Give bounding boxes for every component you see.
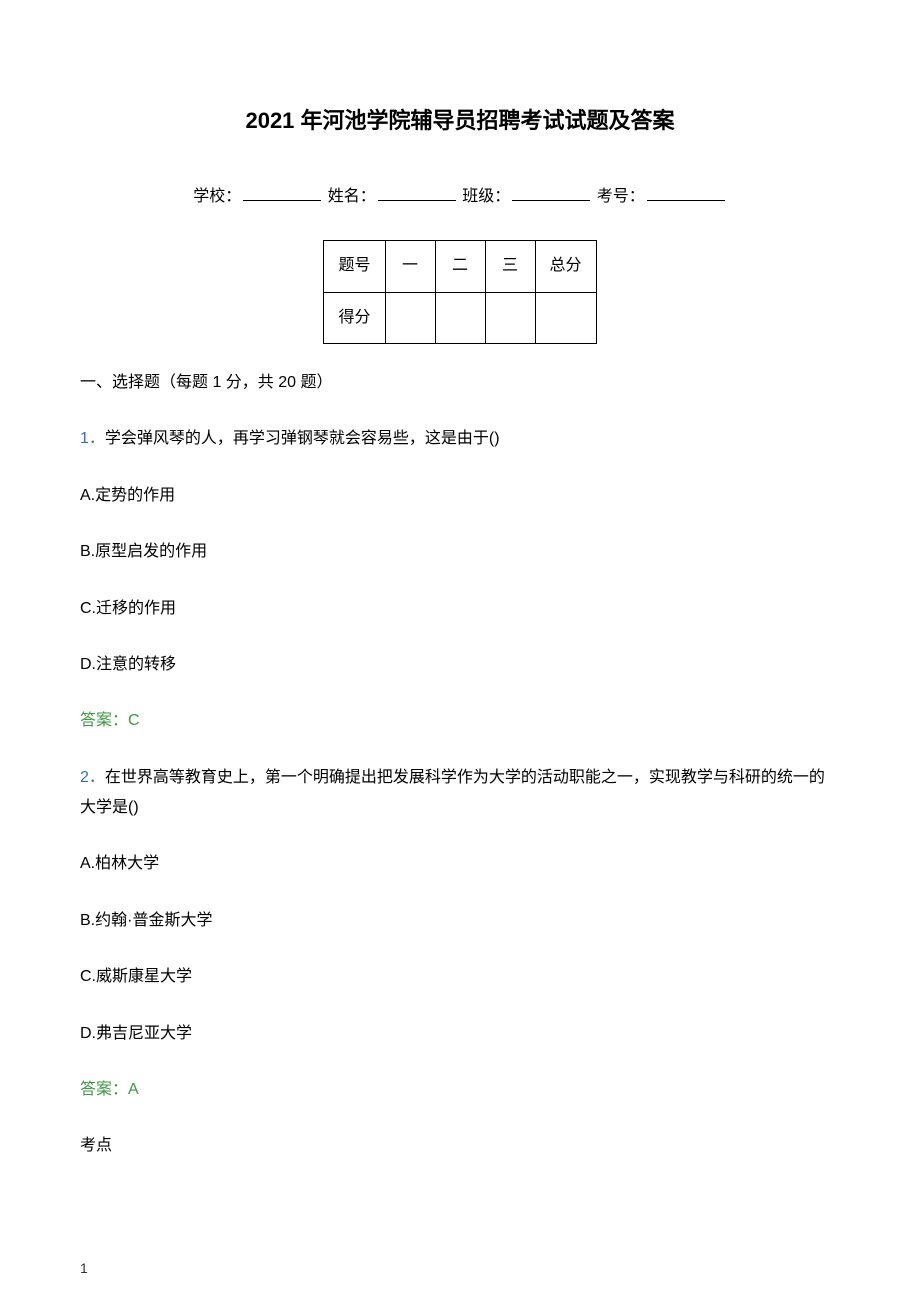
q1-stem: 1．学会弹风琴的人，再学习弹钢琴就会容易些，这是由于() xyxy=(80,424,840,454)
class-blank xyxy=(512,185,590,201)
q1-answer-label: 答案： xyxy=(80,712,128,729)
th-item-no: 题号 xyxy=(324,241,385,292)
q2-opt-b: B.约翰·普金斯大学 xyxy=(80,906,840,936)
q1-opt-c: C.迁移的作用 xyxy=(80,594,840,624)
q2-opt-c: C.威斯康星大学 xyxy=(80,962,840,992)
th-total: 总分 xyxy=(535,241,596,292)
q1-answer: 答案：C xyxy=(80,706,840,736)
q2-number: 2． xyxy=(80,769,105,786)
page-number: 1 xyxy=(80,1260,88,1276)
school-blank xyxy=(243,185,321,201)
q2-opt-a: A.柏林大学 xyxy=(80,849,840,879)
th-part2: 二 xyxy=(435,241,485,292)
th-part1: 一 xyxy=(385,241,435,292)
school-label: 学校： xyxy=(193,188,241,205)
q2-text: 在世界高等教育史上，第一个明确提出把发展科学作为大学的活动职能之一，实现教学与科… xyxy=(80,769,825,816)
score-table: 题号 一 二 三 总分 得分 xyxy=(323,240,596,344)
q1-text: 学会弹风琴的人，再学习弹钢琴就会容易些，这是由于() xyxy=(105,430,500,447)
q1-opt-b: B.原型启发的作用 xyxy=(80,537,840,567)
name-blank xyxy=(378,185,456,201)
td-score-3 xyxy=(485,292,535,343)
table-row: 题号 一 二 三 总分 xyxy=(324,241,596,292)
q2-answer: 答案：A xyxy=(80,1075,840,1105)
q1-opt-a: A.定势的作用 xyxy=(80,481,840,511)
td-score-label: 得分 xyxy=(324,292,385,343)
examno-blank xyxy=(647,185,725,201)
q1-opt-d: D.注意的转移 xyxy=(80,650,840,680)
q2-stem: 2．在世界高等教育史上，第一个明确提出把发展科学作为大学的活动职能之一，实现教学… xyxy=(80,763,840,824)
q2-answer-value: A xyxy=(128,1081,139,1098)
td-score-1 xyxy=(385,292,435,343)
page-title: 2021 年河池学院辅导员招聘考试试题及答案 xyxy=(80,100,840,142)
td-score-total xyxy=(535,292,596,343)
q1-number: 1． xyxy=(80,430,105,447)
q2-opt-d: D.弗吉尼亚大学 xyxy=(80,1019,840,1049)
exam-page: 2021 年河池学院辅导员招聘考试试题及答案 学校： 姓名： 班级： 考号： 题… xyxy=(0,0,920,1228)
class-label: 班级： xyxy=(462,188,510,205)
section-1-heading: 一、选择题（每题 1 分，共 20 题） xyxy=(80,368,840,398)
q1-answer-value: C xyxy=(128,712,140,729)
examno-label: 考号： xyxy=(597,188,645,205)
name-label: 姓名： xyxy=(328,188,376,205)
student-info-line: 学校： 姓名： 班级： 考号： xyxy=(80,182,840,212)
q2-answer-label: 答案： xyxy=(80,1081,128,1098)
th-part3: 三 xyxy=(485,241,535,292)
table-row: 得分 xyxy=(324,292,596,343)
td-score-2 xyxy=(435,292,485,343)
kaodian-label: 考点 xyxy=(80,1131,840,1161)
